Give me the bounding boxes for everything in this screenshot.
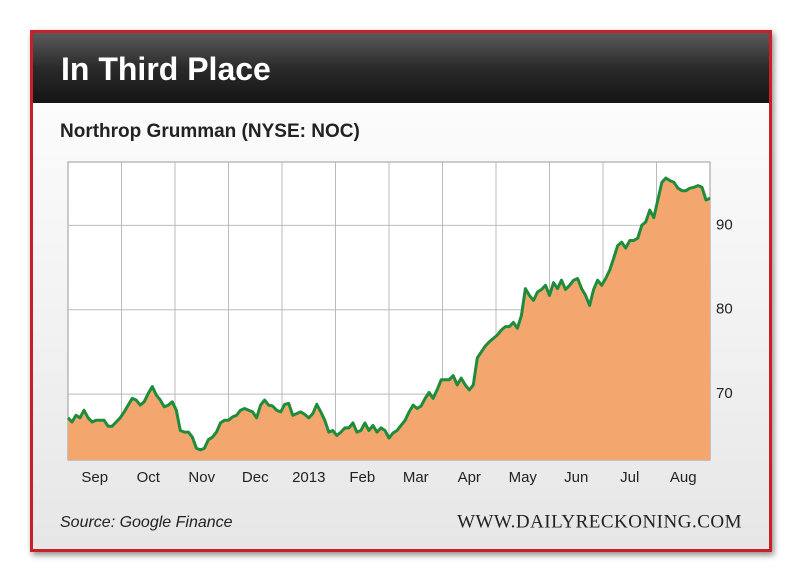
x-tick-label: Feb [349,469,375,486]
x-tick-label: Mar [403,469,429,486]
website: WWW.DAILYRECKONING.COM [457,511,742,532]
x-tick-label: Aug [670,469,697,486]
x-tick-label: Jul [620,469,639,486]
x-tick-label: Oct [137,469,161,486]
y-tick-label: 90 [716,216,733,233]
x-tick-label: 2013 [292,469,325,486]
x-tick-label: Sep [81,469,108,486]
header-title: In Third Place [61,51,271,87]
x-tick-label: Dec [242,469,269,486]
x-tick-label: May [509,469,538,486]
x-tick-label: Nov [188,469,215,486]
x-tick-label: Apr [458,469,481,486]
x-tick-label: Jun [564,469,588,486]
price-line [66,176,711,452]
y-tick-label: 70 [716,385,733,402]
chart-title: Northrop Grumman (NYSE: NOC) [60,121,360,142]
source: Source: Google Finance [60,514,233,531]
area-fill [68,178,710,460]
header: In Third Place [33,33,769,103]
y-tick-label: 80 [716,301,733,318]
